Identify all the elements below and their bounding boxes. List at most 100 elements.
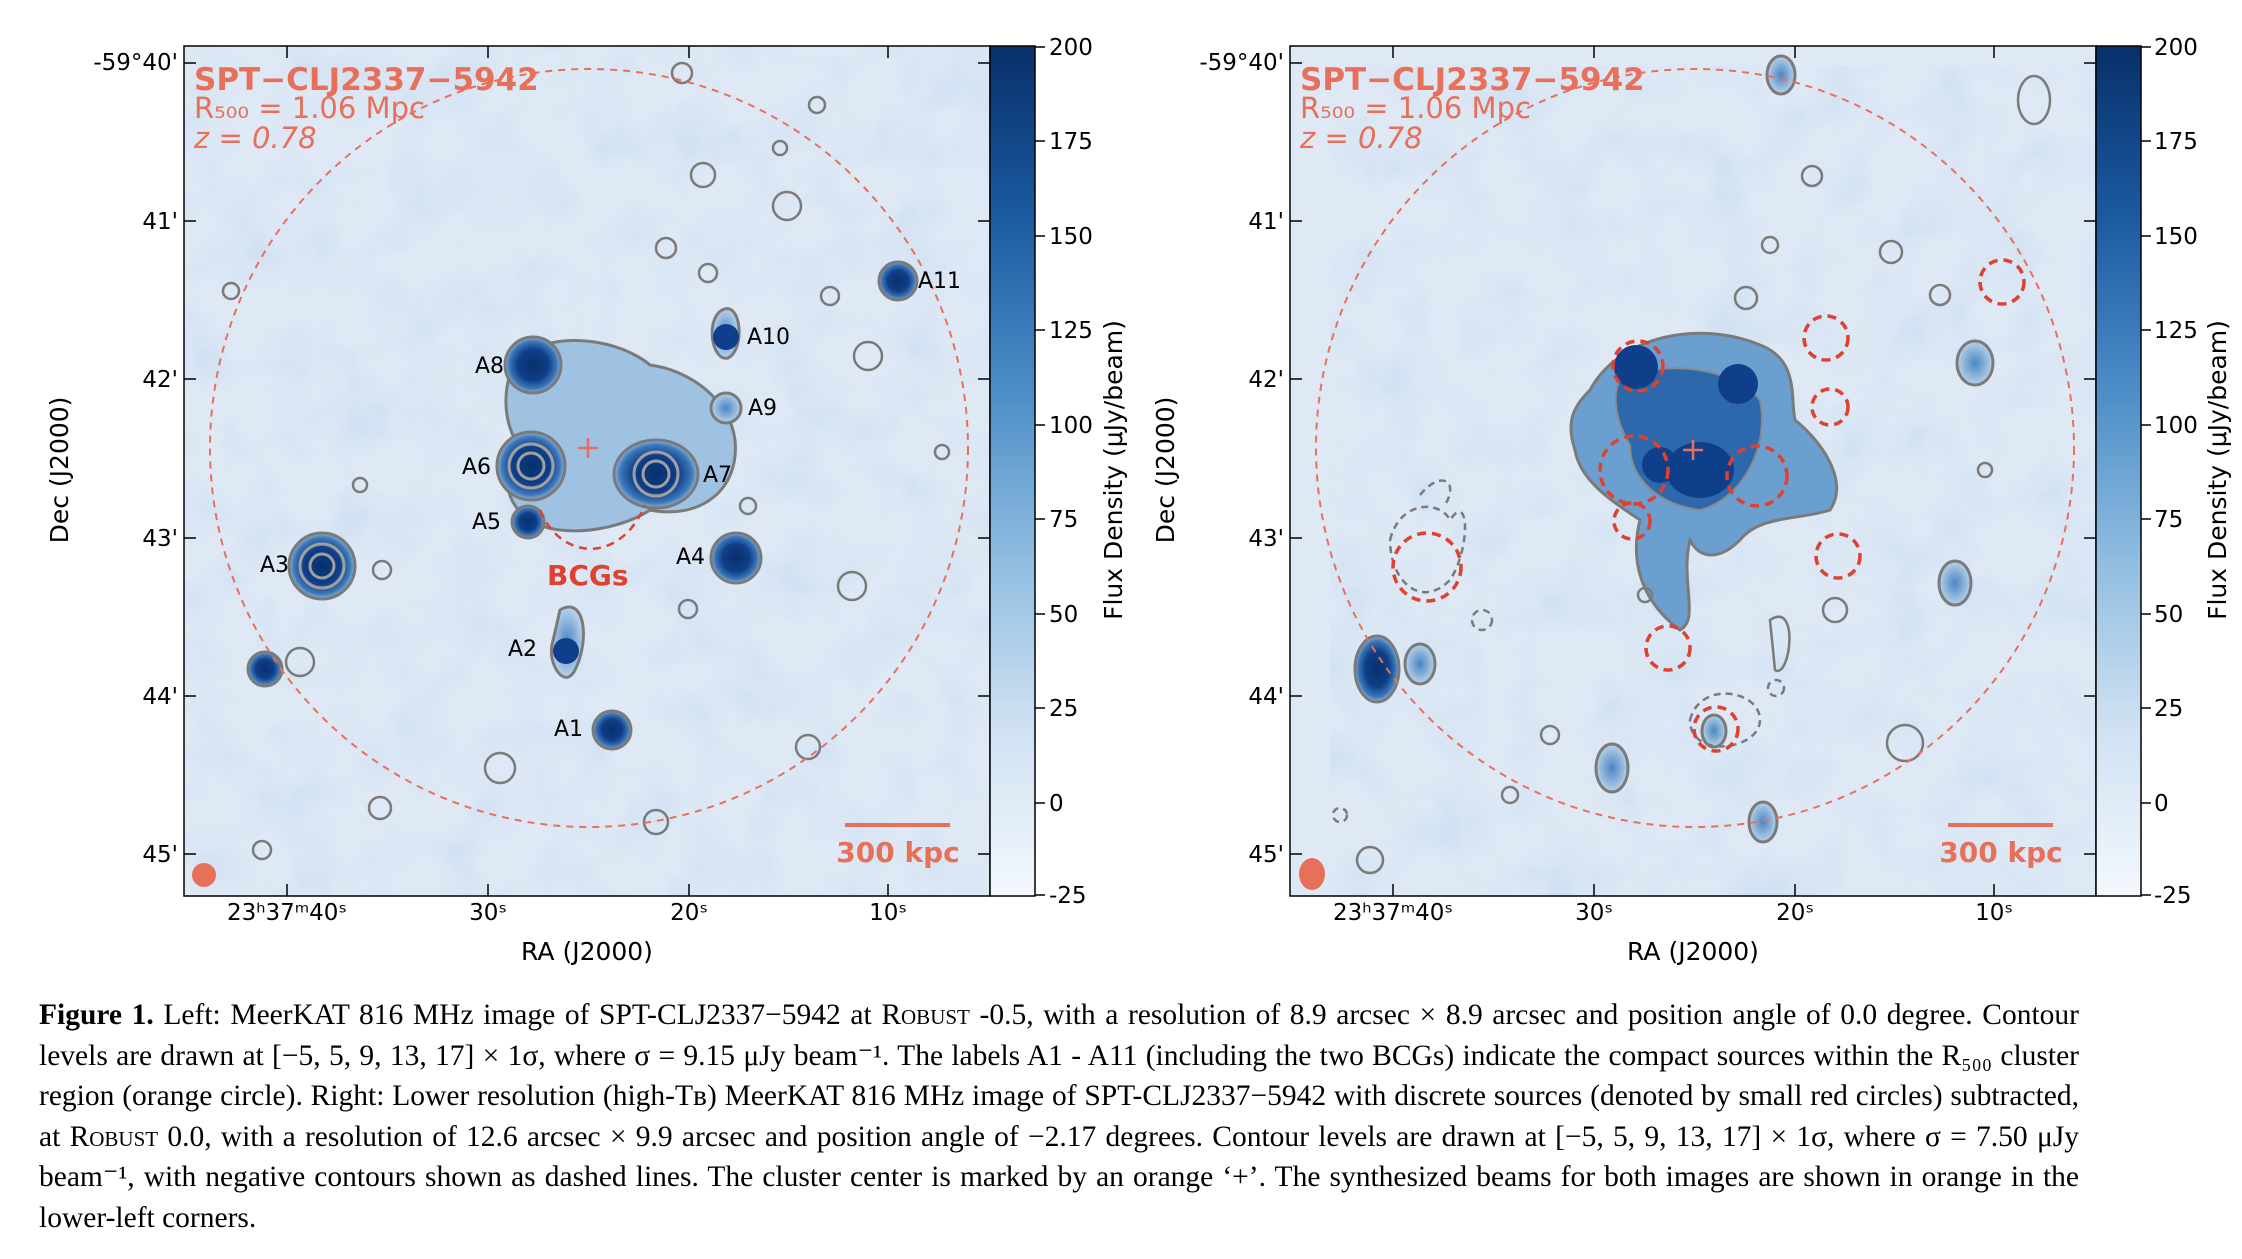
colorbar-tick: 150 (2154, 224, 2198, 250)
caption-robust-2: Robust (69, 1120, 159, 1153)
colorbar-tick: 25 (1049, 696, 1078, 722)
colorbar-tick: 125 (1049, 318, 1093, 344)
source-a5 (510, 504, 546, 540)
scale-bar-label-right: 300 kpc (1939, 836, 2062, 869)
cluster-name-left: SPT−CLJ2337−5942 (194, 62, 539, 98)
label-a8: A8 (475, 354, 504, 379)
redshift-label-right: z = 0.78 (1299, 121, 1423, 155)
colorbar-tick: 200 (1049, 35, 1093, 61)
source-a2 (549, 605, 585, 679)
source-a10 (710, 307, 741, 360)
ra-tick-label: 20ˢ (670, 900, 708, 926)
colorbar-tick: 175 (2154, 129, 2198, 155)
label-a9: A9 (748, 396, 777, 421)
dec-tick-label: 43' (142, 526, 178, 552)
dec-tick-label: 42' (1248, 367, 1284, 393)
label-a11: A11 (918, 269, 961, 294)
dec-tick-label: 44' (142, 684, 178, 710)
r500-label-left: R₅₀₀ = 1.06 Mpc (194, 91, 425, 125)
source-a11 (877, 260, 919, 302)
dec-tick-label: -59°40' (93, 50, 178, 76)
colorbar-left: 200 175 150 125 100 75 50 25 0 -25 Flux … (989, 35, 1128, 909)
source-labels: A1 A2 A3 A4 A5 A6 A7 A8 A9 A10 A11 (260, 269, 961, 742)
colorbar-right: 200 175 150 125 100 75 50 25 0 -25 Flux … (2095, 35, 2232, 909)
source-a8 (503, 335, 563, 395)
cluster-center-left (578, 438, 598, 458)
cluster-name-right: SPT−CLJ2337−5942 (1300, 62, 1645, 98)
r500-circle-left (209, 68, 969, 828)
source-a7 (612, 438, 700, 510)
subtracted-sources (1391, 258, 2026, 753)
colorbar-tick: 50 (1049, 602, 1078, 628)
beam-left (192, 863, 216, 887)
cluster-center-right (1683, 440, 1703, 460)
dec-tick-label: 44' (1248, 684, 1284, 710)
right-panel: 300 kpc SPT−CLJ2337−5942 R₅₀₀ = 1.06 Mpc… (1151, 35, 2232, 966)
ra-tick-label: 20ˢ (1776, 900, 1814, 926)
figure-caption: Figure 1. Left: MeerKAT 816 MHz image of… (39, 995, 2079, 1238)
label-a3: A3 (260, 553, 289, 578)
source-a3 (287, 531, 357, 601)
label-a5: A5 (472, 510, 501, 535)
left-image: 300 kpc SPT−CLJ2337−5942 R₅₀₀ = 1.06 Mpc… (184, 46, 990, 896)
caption-label: Figure 1. (39, 999, 154, 1031)
dec-tick-label: 41' (142, 209, 178, 235)
ylabel-right: Dec (J2000) (1151, 397, 1180, 544)
colorbar-tick: 100 (2154, 413, 2198, 439)
colorbar-tick: 150 (1049, 224, 1093, 250)
colorbar-tick: 200 (2154, 35, 2198, 61)
source-a6 (495, 430, 567, 502)
bcg-label: BCGs (547, 559, 629, 592)
bcg-arc (538, 504, 647, 550)
colorbar-label-left: Flux Density (μJy/beam) (1099, 320, 1128, 620)
xlabel-left: RA (J2000) (521, 937, 653, 966)
colorbar-tick: 0 (1049, 791, 1064, 817)
dec-tick-label: 43' (1248, 526, 1284, 552)
colorbar-tick: 75 (1049, 507, 1078, 533)
ra-tick-label: 30ˢ (1575, 900, 1613, 926)
colorbar-tick: 75 (2154, 507, 2183, 533)
dec-axis-left: -59°40' 41' 42' 43' 44' 45' (93, 50, 178, 868)
faint-sources-right (1353, 54, 1995, 844)
r500-label-right: R₅₀₀ = 1.06 Mpc (1300, 91, 1531, 125)
source-a1 (591, 709, 633, 751)
label-a2: A2 (508, 637, 537, 662)
colorbar-tick: 125 (2154, 318, 2198, 344)
colorbar-tick: 25 (2154, 696, 2183, 722)
faint-sources-left (221, 61, 951, 861)
caption-text-3: 0.0, with a resolution of 12.6 arcsec × … (39, 1120, 2079, 1234)
beam-right (1299, 858, 1325, 890)
ra-axis-right: 23ʰ37ᵐ40ˢ 30ˢ 20ˢ 10ˢ (1333, 900, 2013, 926)
dec-axis-right: -59°40' 41' 42' 43' 44' 45' (1199, 50, 1284, 868)
colorbar-tick: 50 (2154, 602, 2183, 628)
figure-1: 300 kpc SPT−CLJ2337−5942 R₅₀₀ = 1.06 Mpc… (45, 35, 2232, 966)
source-extra-left (246, 650, 284, 688)
ra-tick-label: 10ˢ (869, 900, 907, 926)
caption-text-1: Left: MeerKAT 816 MHz image of SPT-CLJ23… (153, 999, 882, 1031)
ra-tick-label: 23ʰ37ᵐ40ˢ (1333, 900, 1453, 926)
right-image: 300 kpc SPT−CLJ2337−5942 R₅₀₀ = 1.06 Mpc… (1290, 46, 2096, 896)
ra-tick-label: 10ˢ (1975, 900, 2013, 926)
left-panel: 300 kpc SPT−CLJ2337−5942 R₅₀₀ = 1.06 Mpc… (45, 35, 1128, 966)
colorbar-label-right: Flux Density (μJy/beam) (2203, 320, 2232, 620)
colorbar-tick: -25 (2154, 883, 2192, 909)
colorbar-tick: 0 (2154, 791, 2169, 817)
label-a10: A10 (747, 325, 790, 350)
ra-axis-left: 23ʰ37ᵐ40ˢ 30ˢ 20ˢ 10ˢ (227, 900, 907, 926)
dec-tick-label: 42' (142, 367, 178, 393)
label-a4: A4 (676, 545, 705, 570)
negative-contours (1331, 479, 1786, 824)
caption-robust-1: Robust (881, 999, 970, 1031)
ra-tick-label: 23ʰ37ᵐ40ˢ (227, 900, 347, 926)
colorbar-tick: 100 (1049, 413, 1093, 439)
redshift-label-left: z = 0.78 (193, 121, 317, 155)
label-a6: A6 (462, 455, 491, 480)
dec-tick-label: -59°40' (1199, 50, 1284, 76)
xlabel-right: RA (J2000) (1627, 937, 1759, 966)
caption-text-2: -0.5, with a resolution of 8.9 arcsec × … (39, 999, 2079, 1153)
colorbar-tick: 175 (1049, 129, 1093, 155)
dec-tick-label: 41' (1248, 209, 1284, 235)
label-a7: A7 (703, 463, 732, 488)
source-a9 (709, 391, 743, 425)
r500-circle-right (1315, 68, 2075, 828)
